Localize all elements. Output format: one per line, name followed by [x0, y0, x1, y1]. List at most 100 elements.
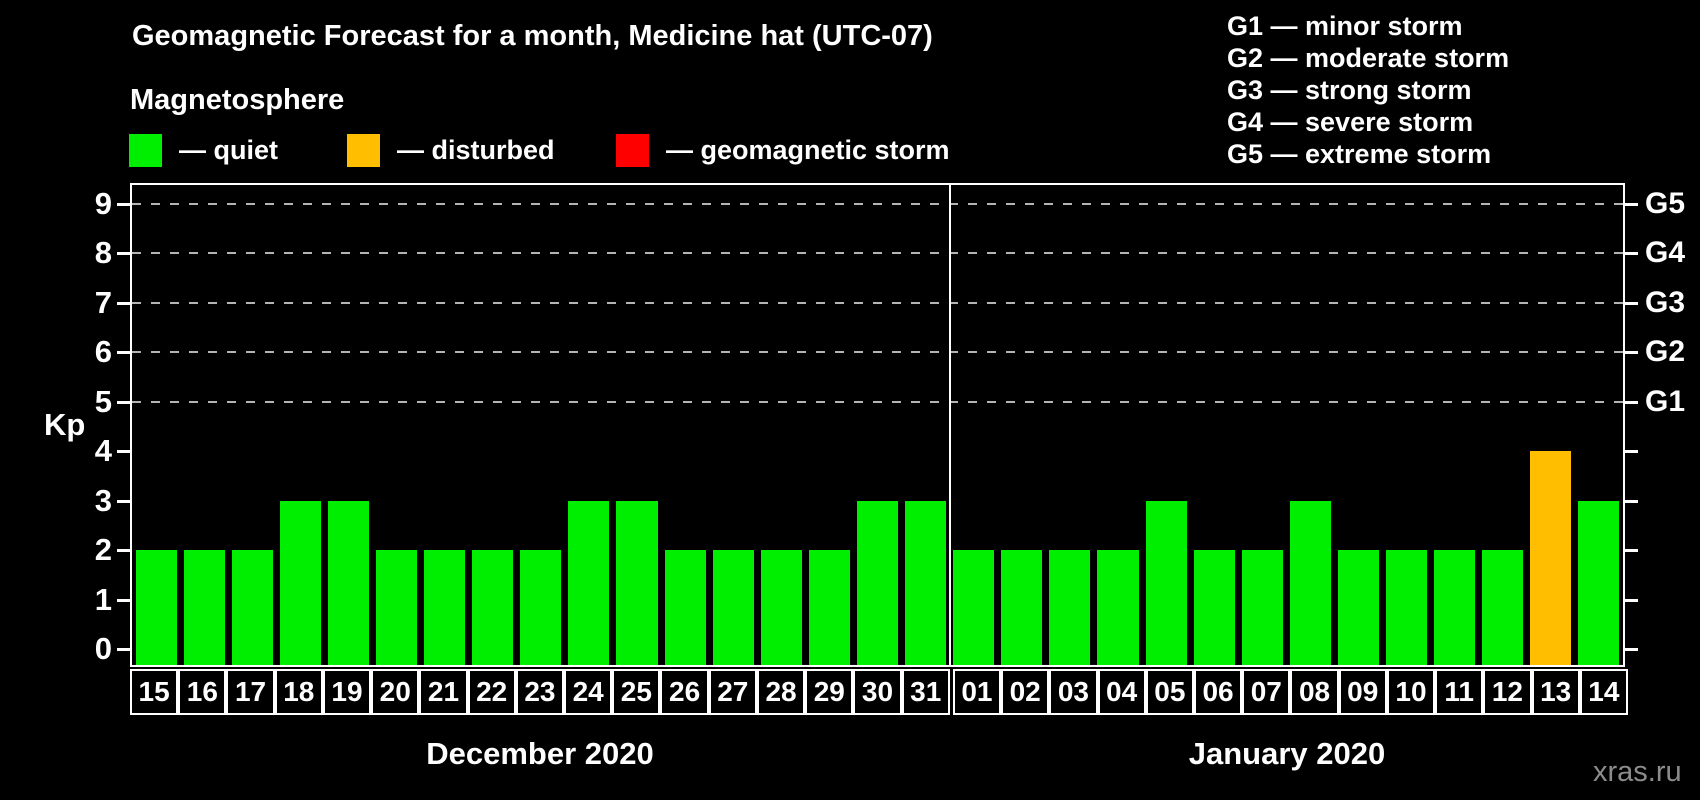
g-legend-line-g3: G3 — strong storm	[1227, 75, 1472, 105]
y-tick-label-2: 2	[94, 532, 112, 567]
day-cell-jan-12: 12	[1483, 669, 1532, 715]
day-cell-dec-20: 20	[371, 669, 420, 715]
day-cell-jan-08: 08	[1290, 669, 1339, 715]
right-tick-kp7	[1625, 301, 1638, 305]
day-cell-jan-10: 10	[1386, 669, 1436, 715]
day-cell-dec-19: 19	[322, 669, 372, 715]
day-cell-dec-28: 28	[756, 669, 806, 715]
legend-item-quiet: — quiet	[129, 133, 278, 167]
left-tick-kp0	[117, 648, 130, 651]
kp-bar-jan-07	[1241, 550, 1283, 665]
left-tick-kp2	[117, 549, 130, 552]
gridline-kp6	[132, 351, 1623, 353]
kp-bar-jan-04	[1097, 550, 1139, 665]
magnetosphere-label: Magnetosphere	[130, 84, 345, 116]
y-axis-title: Kp	[44, 407, 86, 442]
g-axis-label-g5: G5	[1645, 186, 1686, 220]
right-tick-kp1	[1625, 598, 1638, 602]
day-cell-dec-29: 29	[805, 669, 854, 715]
month-separator-line	[948, 185, 951, 665]
g-axis-label-g1: G1	[1645, 384, 1686, 418]
day-cell-jan-07: 07	[1242, 669, 1291, 715]
day-cell-jan-09: 09	[1338, 669, 1387, 715]
kp-bar-dec-25	[616, 500, 658, 665]
y-tick-label-9: 9	[94, 185, 112, 221]
kp-bar-dec-17	[231, 550, 273, 665]
day-cell-dec-30: 30	[853, 669, 902, 715]
legend-label-disturbed: — disturbed	[397, 134, 555, 165]
kp-bar-dec-18	[279, 500, 321, 665]
g-legend-line-g1: G1 — minor storm	[1227, 11, 1463, 41]
right-tick-kp3	[1625, 499, 1638, 503]
day-cell-jan-05: 05	[1145, 669, 1194, 715]
page-title: Geomagnetic Forecast for a month, Medici…	[132, 20, 933, 52]
g-legend-line-g2: G2 — moderate storm	[1227, 43, 1510, 73]
day-cell-jan-11: 11	[1435, 669, 1484, 715]
g-scale-legend: G1 — minor storm G2 — moderate storm G3 …	[1227, 10, 1509, 170]
day-cell-dec-26: 26	[660, 669, 709, 715]
right-tick-kp0	[1625, 648, 1638, 651]
kp-bar-dec-28	[760, 550, 802, 665]
day-cell-jan-03: 03	[1049, 669, 1098, 715]
disturbed-color-swatch	[347, 133, 380, 167]
kp-bar-jan-01	[953, 550, 995, 665]
left-tick-kp8	[117, 252, 130, 255]
left-tick-kp3	[117, 499, 130, 503]
month-label-december: December 2020	[426, 736, 654, 771]
kp-bar-dec-16	[183, 550, 225, 665]
kp-bar-dec-21	[424, 550, 466, 665]
day-cell-dec-17: 17	[226, 669, 275, 715]
y-tick-label-6: 6	[94, 334, 112, 369]
legend-label-storm: — geomagnetic storm	[666, 134, 950, 165]
left-tick-kp7	[117, 301, 130, 305]
day-cell-dec-21: 21	[419, 669, 468, 715]
g-axis-label-g3: G3	[1645, 285, 1686, 319]
kp-bar-dec-27	[712, 550, 754, 665]
legend-item-storm: — geomagnetic storm	[616, 133, 950, 167]
day-cell-dec-16: 16	[178, 669, 227, 715]
plot-area	[130, 183, 1625, 667]
kp-bar-jan-06	[1193, 550, 1235, 665]
watermark: xras.ru	[1593, 756, 1682, 788]
right-tick-kp9	[1625, 202, 1638, 206]
left-tick-kp9	[117, 202, 130, 206]
g-legend-line-g4: G4 — severe storm	[1227, 107, 1474, 137]
kp-bar-jan-12	[1482, 550, 1524, 665]
day-cell-dec-25: 25	[612, 669, 661, 715]
left-tick-kp6	[117, 351, 130, 354]
left-tick-kp4	[117, 450, 130, 453]
legend-label-quiet: — quiet	[179, 134, 278, 165]
y-tick-label-7: 7	[94, 284, 112, 320]
right-tick-kp2	[1625, 549, 1638, 552]
quiet-color-swatch	[129, 133, 162, 167]
day-cell-jan-02: 02	[1001, 669, 1050, 715]
kp-bar-jan-11	[1434, 550, 1476, 665]
right-tick-kp5	[1625, 400, 1638, 404]
y-tick-label-0: 0	[94, 631, 112, 666]
kp-bar-jan-03	[1049, 550, 1091, 665]
kp-bar-jan-09	[1337, 550, 1379, 665]
day-cell-jan-13: 13	[1531, 669, 1580, 715]
kp-bar-dec-19	[327, 500, 369, 665]
right-tick-kp6	[1625, 351, 1638, 354]
day-cell-dec-15: 15	[130, 669, 179, 715]
y-tick-label-1: 1	[94, 581, 112, 617]
kp-bar-dec-22	[472, 550, 514, 665]
kp-bar-dec-30	[856, 500, 899, 665]
g-axis-label-g2: G2	[1645, 335, 1686, 368]
g-axis-label-g4: G4	[1645, 236, 1686, 269]
right-tick-kp8	[1625, 252, 1638, 255]
gridline-kp7	[132, 301, 1623, 304]
kp-bar-dec-29	[808, 550, 850, 665]
right-tick-kp4	[1625, 450, 1638, 453]
y-tick-label-5: 5	[94, 383, 112, 419]
kp-bar-jan-13	[1530, 451, 1572, 665]
gridline-kp8	[132, 252, 1623, 254]
day-cell-jan-04: 04	[1097, 669, 1146, 715]
day-cell-dec-24: 24	[564, 669, 613, 715]
kp-bar-jan-10	[1386, 550, 1428, 665]
day-cell-dec-27: 27	[708, 669, 757, 715]
legend-item-disturbed: — disturbed	[347, 133, 555, 167]
kp-bar-jan-14	[1578, 500, 1620, 665]
y-tick-label-3: 3	[94, 482, 112, 518]
